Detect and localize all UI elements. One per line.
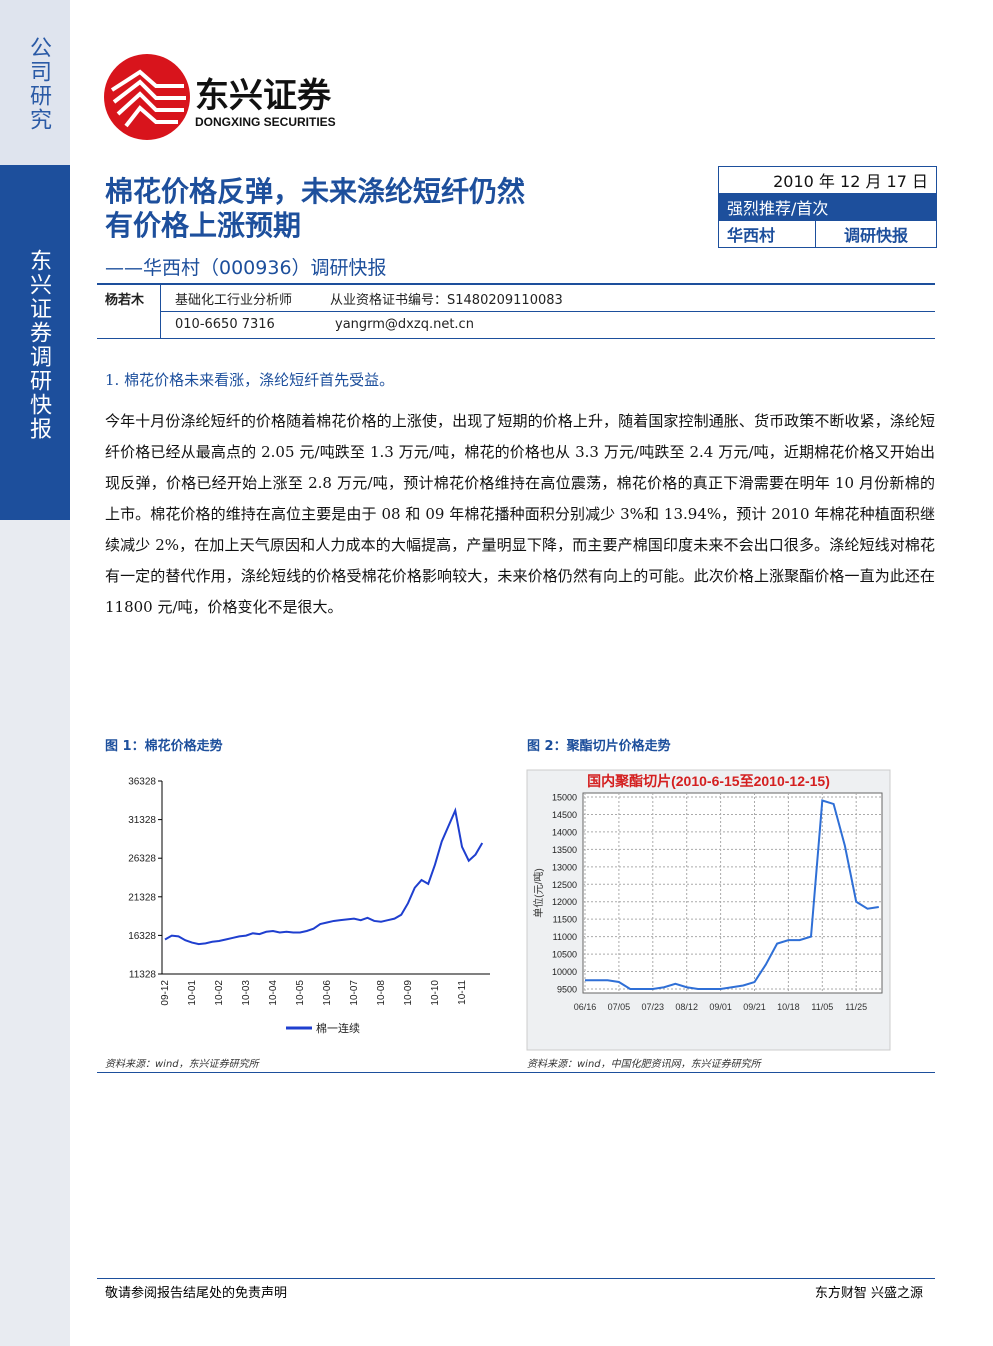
x-tick-label: 09/21 [743,1002,766,1012]
x-tick-label: 10-03 [241,980,252,1006]
rating: 强烈推荐/首次 [718,193,937,221]
author-phone: 010-6650 7316 [175,317,275,332]
x-tick-label: 10-01 [187,980,198,1006]
x-tick-label: 07/05 [608,1002,631,1012]
logo: 东兴证券 DONGXING SECURITIES [104,54,336,140]
y-tick-label: 9500 [557,985,577,995]
x-tick-label: 07/23 [642,1002,665,1012]
rule [97,338,935,339]
logo-name: 东兴证券 [195,76,332,115]
y-tick-label: 12500 [552,880,577,890]
x-tick-label: 10-02 [214,980,225,1006]
y-tick-label: 21328 [128,892,156,903]
x-tick-label: 11/25 [845,1002,867,1012]
x-tick-label: 11/05 [811,1002,833,1012]
line-series [164,807,484,946]
author-license: 从业资格证书编号：S1480209110083 [330,293,563,308]
footer-left: 敬请参阅报告结尾处的免责声明 [105,1286,288,1301]
y-tick-label: 11000 [553,932,577,942]
y-tick-label: 11500 [553,915,577,925]
subtitle: ——华西村（000936）调研快报 [105,257,387,279]
logo-english: DONGXING SECURITIES [195,115,336,129]
x-tick-label: 10-09 [403,980,414,1006]
figure-source: 资料来源：wind，东兴证券研究所 [105,1059,259,1070]
y-tick-label: 13500 [552,845,577,855]
author-email: yangrm@dxzq.net.cn [335,317,474,332]
title-line: 有价格上涨预期 [105,209,302,242]
title-line: 棉花价格反弹，未来涤纶短纤仍然 [105,175,526,208]
date: 2010 年 12 月 17 日 [718,166,937,194]
y-tick-label: 15000 [552,793,577,803]
y-tick-label: 31328 [128,815,156,826]
y-tick-label: 12000 [552,897,577,907]
sidebar-label: 公司研究 [26,36,51,132]
rule [97,1072,935,1073]
chart-title: 国内聚酯切片(2010-6-15至2010-12-15) [587,773,830,789]
x-tick-label: 10-08 [376,980,387,1006]
sidebar-bottom [0,520,70,1346]
x-tick-label: 09-12 [160,980,171,1006]
report-type: 调研快报 [815,220,937,248]
sidebar-mid: 东兴证券调研快报 [0,165,70,520]
y-tick-label: 13000 [552,862,577,872]
legend-label: 棉一连续 [316,1021,360,1035]
rule [160,311,935,312]
x-tick-label: 10/18 [777,1002,800,1012]
x-tick-label: 06/16 [574,1002,597,1012]
sidebar-label: 东兴证券调研快报 [26,249,51,441]
rule [160,283,161,338]
rule [97,1278,935,1279]
y-axis-label: 单位(元/吨) [532,868,545,917]
info-box: 2010 年 12 月 17 日 强烈推荐/首次 华西村 调研快报 [717,166,937,248]
figure-source: 资料来源：wind，中国化肥资讯网，东兴证券研究所 [527,1059,761,1070]
x-tick-label: 10-11 [457,980,468,1005]
figure-caption: 图 2：聚酯切片价格走势 [527,739,671,754]
company: 华西村 [717,220,817,248]
x-tick-label: 10-10 [430,980,441,1006]
paragraph: 今年十月份涤纶短纤的价格随着棉花价格的上涨使，出现了短期的价格上升，随着国家控制… [105,412,935,616]
sidebar-top: 公司研究 [0,0,70,165]
y-tick-label: 16328 [128,931,156,942]
x-tick-label: 10-04 [268,980,279,1006]
x-tick-label: 09/01 [709,1002,732,1012]
x-tick-label: 10-07 [349,980,360,1006]
y-tick-label: 10500 [552,950,577,960]
author-role: 基础化工行业分析师 [175,293,293,308]
y-tick-label: 14500 [552,810,577,820]
footer-right: 东方财智 兴盛之源 [814,1286,923,1301]
y-tick-label: 11328 [129,970,157,981]
x-tick-label: 10-06 [322,980,333,1006]
y-tick-label: 26328 [128,854,156,865]
y-tick-label: 10000 [552,967,577,977]
y-tick-label: 14000 [552,827,577,837]
author-name: 杨若木 [105,293,145,308]
y-tick-label: 36328 [128,777,156,788]
plot-area [582,792,883,994]
section-heading: 1. 棉花价格未来看涨，涤纶短纤首先受益。 [105,371,395,389]
figure-caption: 图 1：棉花价格走势 [105,739,223,754]
x-tick-label: 08/12 [675,1002,698,1012]
rule [97,283,935,285]
x-tick-label: 10-05 [295,980,306,1006]
line-series [585,799,879,990]
